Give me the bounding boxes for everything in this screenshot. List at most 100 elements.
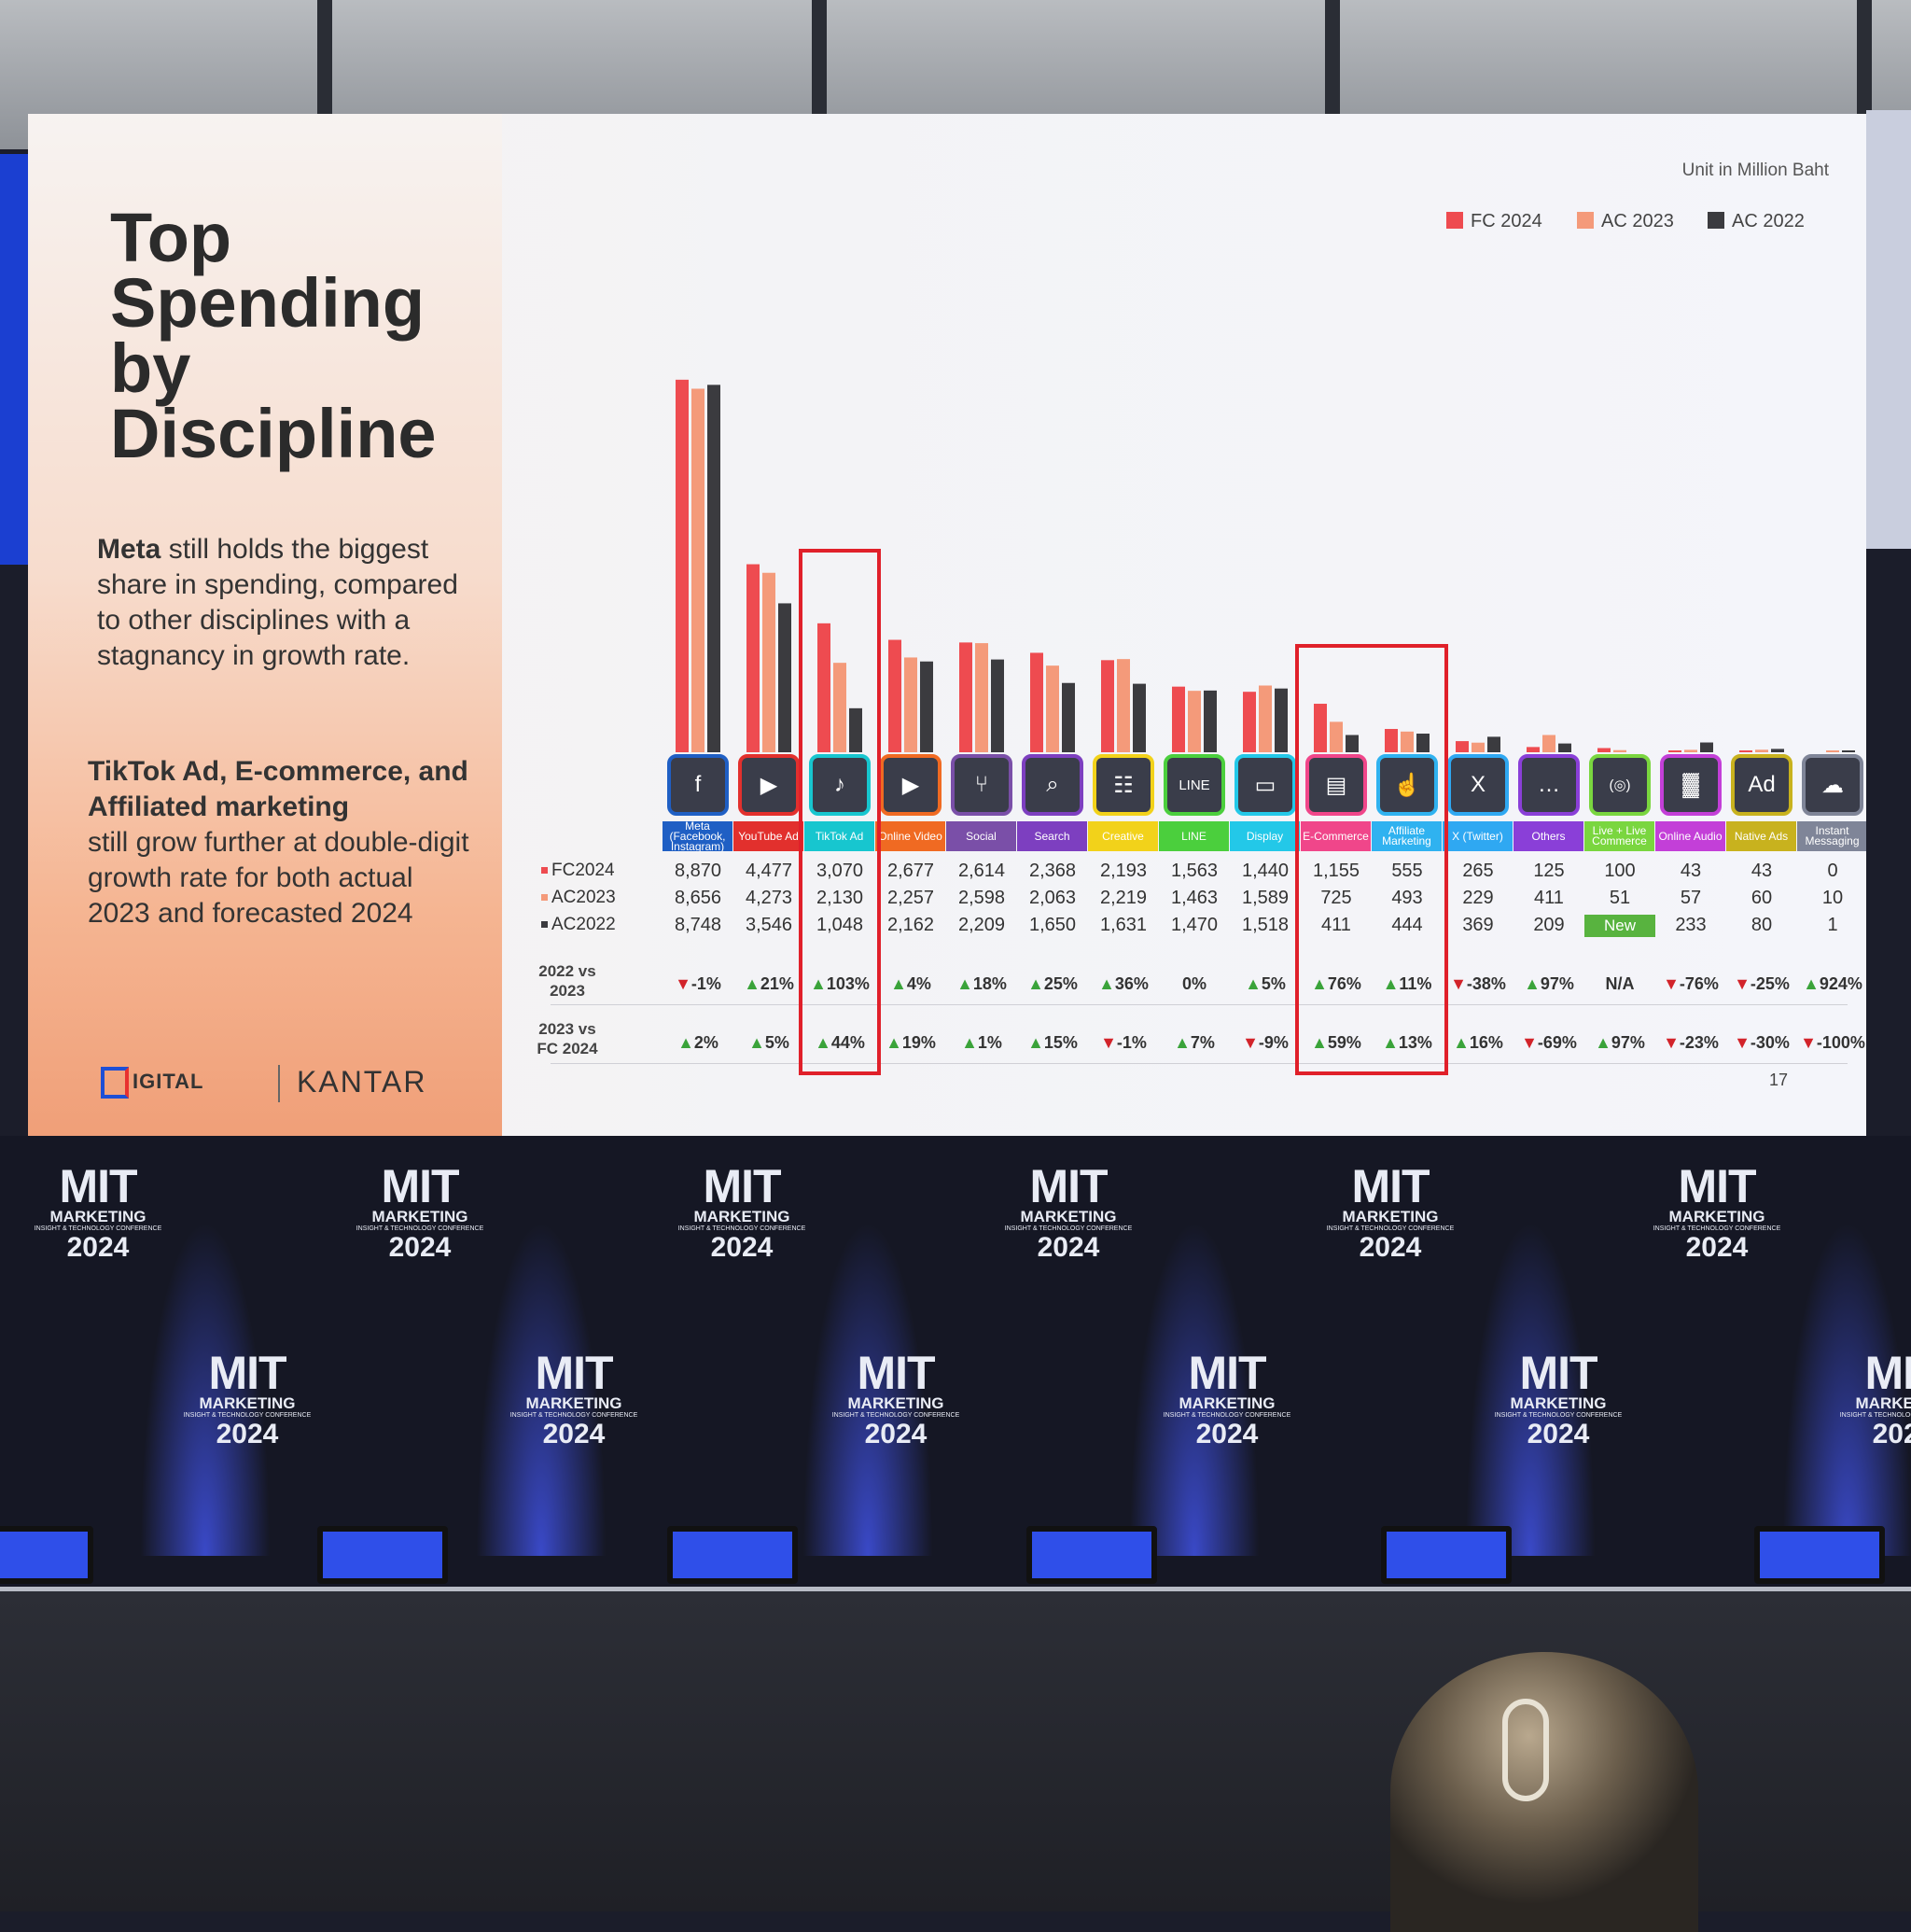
stage-monitor	[667, 1526, 798, 1584]
legend-item: FC 2024	[1446, 211, 1542, 232]
row-label: FC2024	[541, 861, 615, 881]
growth-cell: ▲11%	[1372, 974, 1443, 994]
logo-text: MIT	[1519, 1347, 1597, 1399]
logo-text: 2024	[1527, 1419, 1590, 1449]
row-swatch	[541, 894, 548, 901]
stage-monitor	[1754, 1526, 1885, 1584]
logo-text: 2024	[864, 1419, 928, 1449]
table-cell: 8,656	[674, 888, 722, 908]
table-cell: 2,219	[1099, 888, 1148, 908]
row-label: AC2023	[541, 888, 616, 908]
table-cell: 1,518	[1241, 915, 1290, 935]
digital-logo: IGITAL	[101, 1067, 203, 1099]
growth-cell: ▲103%	[804, 974, 875, 994]
bar-ac2022	[1558, 743, 1571, 752]
down-arrow-icon: ▼	[1663, 974, 1680, 993]
down-arrow-icon: ▼	[1800, 1033, 1817, 1052]
growth-cell: ▼-69%	[1513, 1033, 1584, 1053]
data-table: f Meta (Facebook, Instagram) ▶ YouTube Ad ♪ T…	[28, 114, 1866, 1136]
category-icon: ⑂	[951, 754, 1012, 816]
bar-ac2023	[1684, 749, 1697, 752]
category-label: LINE	[1159, 821, 1229, 851]
table-cell: 369	[1462, 915, 1494, 935]
logo-text: 2024	[542, 1419, 606, 1449]
growth-value: 5%	[764, 1033, 789, 1052]
up-arrow-icon: ▲	[748, 1033, 765, 1052]
down-arrow-icon: ▼	[1734, 1033, 1751, 1052]
growth-value: -38%	[1466, 974, 1506, 993]
pillar	[1325, 0, 1340, 149]
growth-cell: ▲18%	[946, 974, 1017, 994]
growth-value: -76%	[1679, 974, 1719, 993]
bar-ac2023	[833, 663, 846, 752]
presentation-slide: Top Spending by Discipline Meta still ho…	[28, 114, 1866, 1136]
logo-text: INSIGHT & TECHNOLOGY CONFERENCE	[1004, 1225, 1133, 1232]
down-arrow-icon: ▼	[1100, 1033, 1117, 1052]
growth-value: -100%	[1816, 1033, 1865, 1052]
up-arrow-icon: ▲	[1174, 1033, 1191, 1052]
growth-label-line: 2023	[550, 982, 585, 1000]
bar-fc2024	[1668, 750, 1681, 752]
up-arrow-icon: ▲	[1382, 1033, 1399, 1052]
logo-text: MARKETING	[1510, 1394, 1607, 1412]
bar-ac2023	[1117, 659, 1130, 752]
bar-ac2023	[1401, 731, 1414, 752]
bar-ac2022	[1416, 734, 1430, 752]
table-cell: 1	[1827, 915, 1838, 935]
bar-fc2024	[1597, 748, 1611, 752]
growth-value: 13%	[1398, 1033, 1432, 1052]
category-icon: ▶	[738, 754, 800, 816]
table-cell: 1,440	[1241, 861, 1290, 881]
table-cell: 43	[1680, 861, 1702, 881]
stage-light-glow	[1465, 1220, 1596, 1556]
stage-backdrop: MIT MARKETING INSIGHT & TECHNOLOGY CONFERE…	[0, 1136, 1911, 1603]
slide-title: Top Spending by Discipline	[110, 203, 483, 469]
down-arrow-icon: ▼	[1521, 1033, 1538, 1052]
logo-text: MIT	[1678, 1160, 1756, 1212]
bar-ac2023	[904, 657, 917, 752]
bar-ac2023	[1472, 742, 1485, 752]
growth-cell: ▲13%	[1372, 1033, 1443, 1053]
growth-value: -1%	[690, 974, 721, 993]
legend-swatch	[1708, 212, 1724, 229]
category-label: Live + Live Commerce	[1584, 821, 1654, 851]
table-cell: 57	[1680, 888, 1702, 908]
legend-item: AC 2022	[1708, 211, 1805, 232]
row-label: AC2022	[541, 915, 616, 935]
bar-fc2024	[1030, 652, 1043, 752]
stage-light-glow	[1129, 1220, 1260, 1556]
growth-cell: N/A	[1584, 974, 1655, 994]
category-icon: ▓	[1660, 754, 1722, 816]
bar-ac2022	[849, 707, 862, 752]
up-arrow-icon: ▲	[1027, 974, 1044, 993]
hair-clip	[1502, 1699, 1549, 1801]
growth-value: -30%	[1750, 1033, 1790, 1052]
table-cell: 2,614	[957, 861, 1006, 881]
logo-text: MIT	[857, 1347, 935, 1399]
growth-label-line: 2023 vs	[538, 1020, 596, 1038]
up-arrow-icon: ▲	[1245, 974, 1262, 993]
growth-value: 1%	[977, 1033, 1002, 1052]
category-label: Creative	[1088, 821, 1158, 851]
growth-cell: ▼-23%	[1655, 1033, 1726, 1053]
table-cell: 2,193	[1099, 861, 1148, 881]
growth-cell: ▼-38%	[1443, 974, 1513, 994]
category-label: Meta (Facebook, Instagram)	[663, 821, 732, 851]
row-swatch	[541, 921, 548, 928]
logo-text: MIT	[59, 1160, 137, 1212]
down-arrow-icon: ▼	[1663, 1033, 1680, 1052]
bar-fc2024	[676, 379, 689, 752]
growth-value: -1%	[1116, 1033, 1147, 1052]
growth-cell: ▼-25%	[1726, 974, 1797, 994]
growth-value: -69%	[1537, 1033, 1577, 1052]
logo-text: MIT	[381, 1160, 459, 1212]
logo-text: INSIGHT & TECHNOLOGY CONFERENCE	[677, 1225, 806, 1232]
legend-item: AC 2023	[1577, 211, 1674, 232]
growth-value: 7%	[1190, 1033, 1215, 1052]
category-icon: ⌕	[1022, 754, 1083, 816]
growth-value: 21%	[760, 974, 794, 993]
category-icon: f	[667, 754, 729, 816]
growth-value: 18%	[972, 974, 1007, 993]
